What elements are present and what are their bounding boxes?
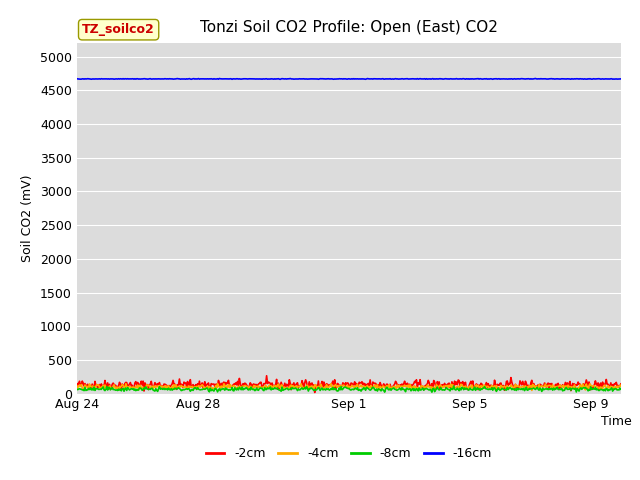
-8cm bbox=[394, 387, 401, 393]
-4cm bbox=[73, 383, 81, 389]
-4cm bbox=[617, 383, 625, 388]
-4cm bbox=[169, 385, 177, 391]
-2cm bbox=[396, 384, 403, 390]
-4cm bbox=[213, 385, 221, 391]
-8cm bbox=[319, 387, 327, 393]
-8cm bbox=[450, 383, 458, 389]
-16cm bbox=[276, 76, 284, 82]
-2cm bbox=[263, 373, 271, 379]
-8cm bbox=[213, 387, 221, 393]
Title: Tonzi Soil CO2 Profile: Open (East) CO2: Tonzi Soil CO2 Profile: Open (East) CO2 bbox=[200, 20, 498, 35]
-16cm bbox=[321, 76, 328, 82]
-2cm bbox=[438, 382, 445, 388]
Line: -8cm: -8cm bbox=[77, 386, 621, 392]
Line: -2cm: -2cm bbox=[77, 376, 621, 393]
-4cm bbox=[320, 385, 328, 391]
-16cm bbox=[396, 76, 403, 82]
-16cm bbox=[438, 76, 445, 82]
-4cm bbox=[483, 384, 491, 389]
-16cm bbox=[169, 76, 177, 82]
-2cm bbox=[213, 381, 221, 387]
-16cm bbox=[73, 76, 81, 82]
-2cm bbox=[169, 377, 177, 383]
-16cm bbox=[216, 76, 223, 82]
-16cm bbox=[484, 76, 492, 82]
-2cm bbox=[73, 381, 81, 386]
X-axis label: Time: Time bbox=[601, 415, 632, 428]
Legend: -2cm, -4cm, -8cm, -16cm: -2cm, -4cm, -8cm, -16cm bbox=[200, 442, 497, 465]
-4cm bbox=[394, 384, 402, 390]
-4cm bbox=[437, 383, 445, 389]
-8cm bbox=[484, 387, 492, 393]
-2cm bbox=[321, 382, 328, 388]
-2cm bbox=[311, 390, 319, 396]
-2cm bbox=[484, 381, 492, 386]
Text: TZ_soilco2: TZ_soilco2 bbox=[82, 23, 155, 36]
-8cm bbox=[169, 386, 177, 392]
Line: -4cm: -4cm bbox=[77, 384, 621, 390]
-8cm bbox=[428, 389, 436, 395]
-2cm bbox=[617, 381, 625, 387]
-8cm bbox=[617, 386, 625, 392]
-4cm bbox=[528, 387, 536, 393]
-8cm bbox=[73, 386, 81, 392]
-4cm bbox=[214, 381, 221, 386]
-16cm bbox=[617, 76, 625, 82]
-8cm bbox=[437, 385, 445, 391]
Y-axis label: Soil CO2 (mV): Soil CO2 (mV) bbox=[21, 175, 35, 262]
-16cm bbox=[213, 76, 221, 82]
